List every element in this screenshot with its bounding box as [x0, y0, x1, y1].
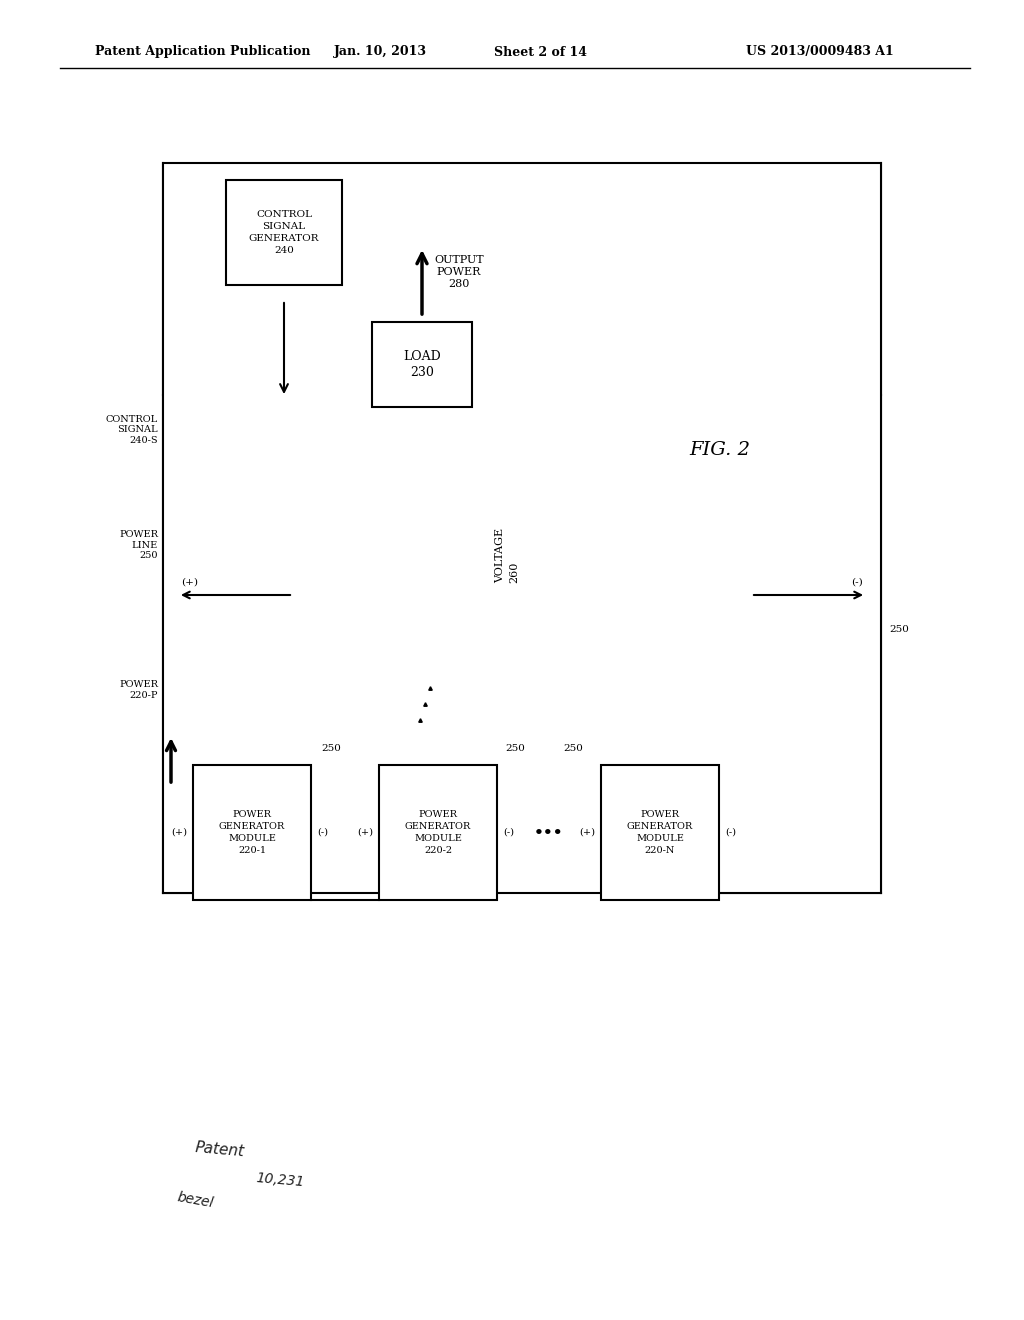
Bar [601, 766, 719, 900]
Text: (+): (+) [171, 828, 187, 837]
Bar [379, 766, 497, 900]
Text: POWER
GENERATOR
MODULE
220-1: POWER GENERATOR MODULE 220-1 [219, 810, 285, 855]
Bar [226, 180, 342, 285]
Text: POWER
LINE
250: POWER LINE 250 [119, 531, 158, 560]
Text: Sheet 2 of 14: Sheet 2 of 14 [494, 45, 587, 58]
Text: CONTROL
SIGNAL
240-S: CONTROL SIGNAL 240-S [105, 414, 158, 445]
Text: LOAD
230: LOAD 230 [403, 350, 441, 380]
Text: (-): (-) [725, 828, 736, 837]
Text: bezel: bezel [176, 1189, 214, 1210]
Text: •••: ••• [535, 825, 564, 840]
Text: 250: 250 [321, 744, 341, 752]
Text: FIG. 2: FIG. 2 [689, 441, 751, 459]
Text: POWER
220-P: POWER 220-P [119, 680, 158, 700]
Text: (-): (-) [851, 578, 863, 587]
Text: 260: 260 [509, 561, 519, 583]
Text: OUTPUT
POWER
280: OUTPUT POWER 280 [434, 255, 483, 289]
Text: (-): (-) [317, 828, 328, 837]
Text: (+): (+) [357, 828, 373, 837]
Text: (-): (-) [503, 828, 514, 837]
Text: 250: 250 [563, 744, 583, 752]
Text: Patent: Patent [195, 1140, 246, 1160]
Text: Patent Application Publication: Patent Application Publication [95, 45, 310, 58]
Text: VOLTAGE: VOLTAGE [495, 528, 505, 583]
Text: US 2013/0009483 A1: US 2013/0009483 A1 [746, 45, 894, 58]
Text: (+): (+) [579, 828, 595, 837]
Text: 250: 250 [505, 744, 525, 752]
Text: Jan. 10, 2013: Jan. 10, 2013 [334, 45, 427, 58]
Text: POWER
GENERATOR
MODULE
220-N: POWER GENERATOR MODULE 220-N [627, 810, 693, 855]
Text: 10,231: 10,231 [255, 1171, 305, 1189]
Text: 250: 250 [889, 626, 909, 635]
Bar [372, 322, 472, 407]
Bar [193, 766, 311, 900]
Bar [163, 162, 881, 894]
Text: CONTROL
SIGNAL
GENERATOR
240: CONTROL SIGNAL GENERATOR 240 [249, 210, 319, 255]
Text: POWER
GENERATOR
MODULE
220-2: POWER GENERATOR MODULE 220-2 [404, 810, 471, 855]
Text: (+): (+) [181, 578, 198, 587]
